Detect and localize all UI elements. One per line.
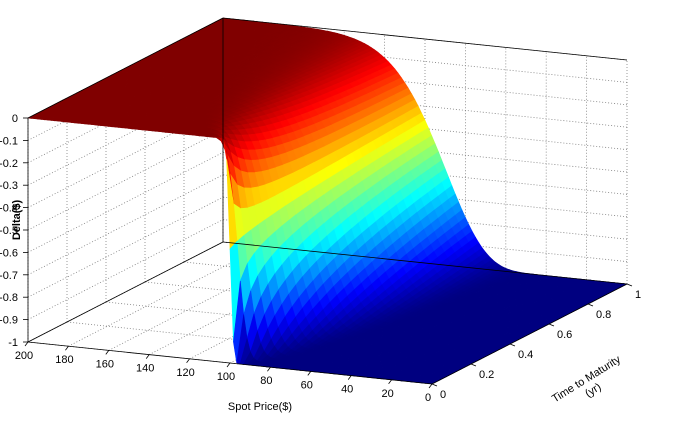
x-tick-label: 80 <box>260 375 272 387</box>
side-wall-grid-z <box>27 152 224 253</box>
x-tick-label: 200 <box>15 350 33 362</box>
z-tick-label: -0.8 <box>0 292 18 304</box>
y-axis-line <box>431 283 628 385</box>
floor-grid-x <box>189 258 385 360</box>
x-axis-title: Spot Price($) <box>228 401 292 413</box>
x-tick-mark <box>347 375 352 380</box>
y-axis-title: Time to Maturity (yr) <box>550 353 623 405</box>
x-tick-mark <box>267 366 271 372</box>
side-wall-grid-z <box>27 84 224 186</box>
x-tick-mark <box>145 354 150 359</box>
y-tick-mark <box>509 343 516 347</box>
side-wall-grid-z <box>27 107 224 208</box>
x-tick-label: 180 <box>55 354 73 366</box>
z-tick-label: -0.6 <box>0 247 18 259</box>
y-tick-mark <box>431 383 438 387</box>
side-wall-grid-z <box>27 40 224 141</box>
x-tick-mark <box>186 358 190 364</box>
floor-grid-x <box>108 250 304 351</box>
x-tick-mark <box>65 345 69 351</box>
x-tick-mark <box>226 362 231 368</box>
z-tick-label: -0.4 <box>0 203 18 215</box>
floor-grid-x <box>68 245 264 347</box>
y-tick-mark <box>587 303 594 307</box>
x-tick-mark <box>428 383 433 389</box>
floor-grid-x <box>149 254 345 355</box>
x-tick-label: 140 <box>136 363 154 375</box>
y-tick-mark <box>470 363 477 367</box>
side-wall-grid-z <box>27 219 224 320</box>
surface-layer <box>26 17 629 385</box>
x-tick-label: 40 <box>341 384 353 396</box>
x-tick-mark <box>24 341 29 347</box>
x-tick-label: 100 <box>217 371 235 383</box>
x-tick-mark <box>307 371 312 376</box>
top-back-edge <box>222 17 628 61</box>
y-tick-mark <box>626 283 633 287</box>
x-tick-label: 0 <box>425 392 431 404</box>
z-tick-label: -0.2 <box>0 158 18 170</box>
top-side-edge <box>27 17 224 119</box>
side-wall-grid-z <box>27 196 224 298</box>
y-tick-label: 0 <box>440 389 446 401</box>
y-tick-label: 0.2 <box>479 369 494 381</box>
z-tick-label: -0.5 <box>0 225 18 237</box>
side-wall-grid-z <box>27 174 224 276</box>
floor-side-edge <box>27 241 224 343</box>
x-tick-mark <box>105 350 110 355</box>
y-tick-label: 0.4 <box>518 349 533 361</box>
side-wall-grid-z <box>27 62 224 164</box>
z-axis-title: Delta($) <box>11 199 23 240</box>
z-tick-label: -0.9 <box>0 315 18 327</box>
tick-layer: 0 20 40 60 80 100 120 140 160 180 200 0 0.2 0.4 0.6 0.8… <box>0 113 641 404</box>
z-tick-label: -0.3 <box>0 180 18 192</box>
y-tick-label: 1 <box>635 289 641 301</box>
y-tick-label: 0.6 <box>557 329 572 341</box>
y-tick-label: 0.8 <box>596 309 611 321</box>
side-wall-grid-z <box>27 129 224 231</box>
x-tick-label: 60 <box>301 379 313 391</box>
z-tick-label: 0 <box>12 113 18 125</box>
z-tick-label: -1 <box>8 337 18 349</box>
x-tick-label: 120 <box>176 367 194 379</box>
z-tick-label: -0.7 <box>0 270 18 282</box>
x-tick-mark <box>388 379 392 385</box>
z-tick-label: -0.1 <box>0 135 18 147</box>
x-tick-label: 20 <box>381 388 393 400</box>
y-tick-mark <box>548 323 555 327</box>
y-axis-title-line1: Time to Maturity <box>550 353 623 405</box>
x-tick-label: 160 <box>96 358 114 370</box>
floor-back-edge <box>222 241 628 285</box>
